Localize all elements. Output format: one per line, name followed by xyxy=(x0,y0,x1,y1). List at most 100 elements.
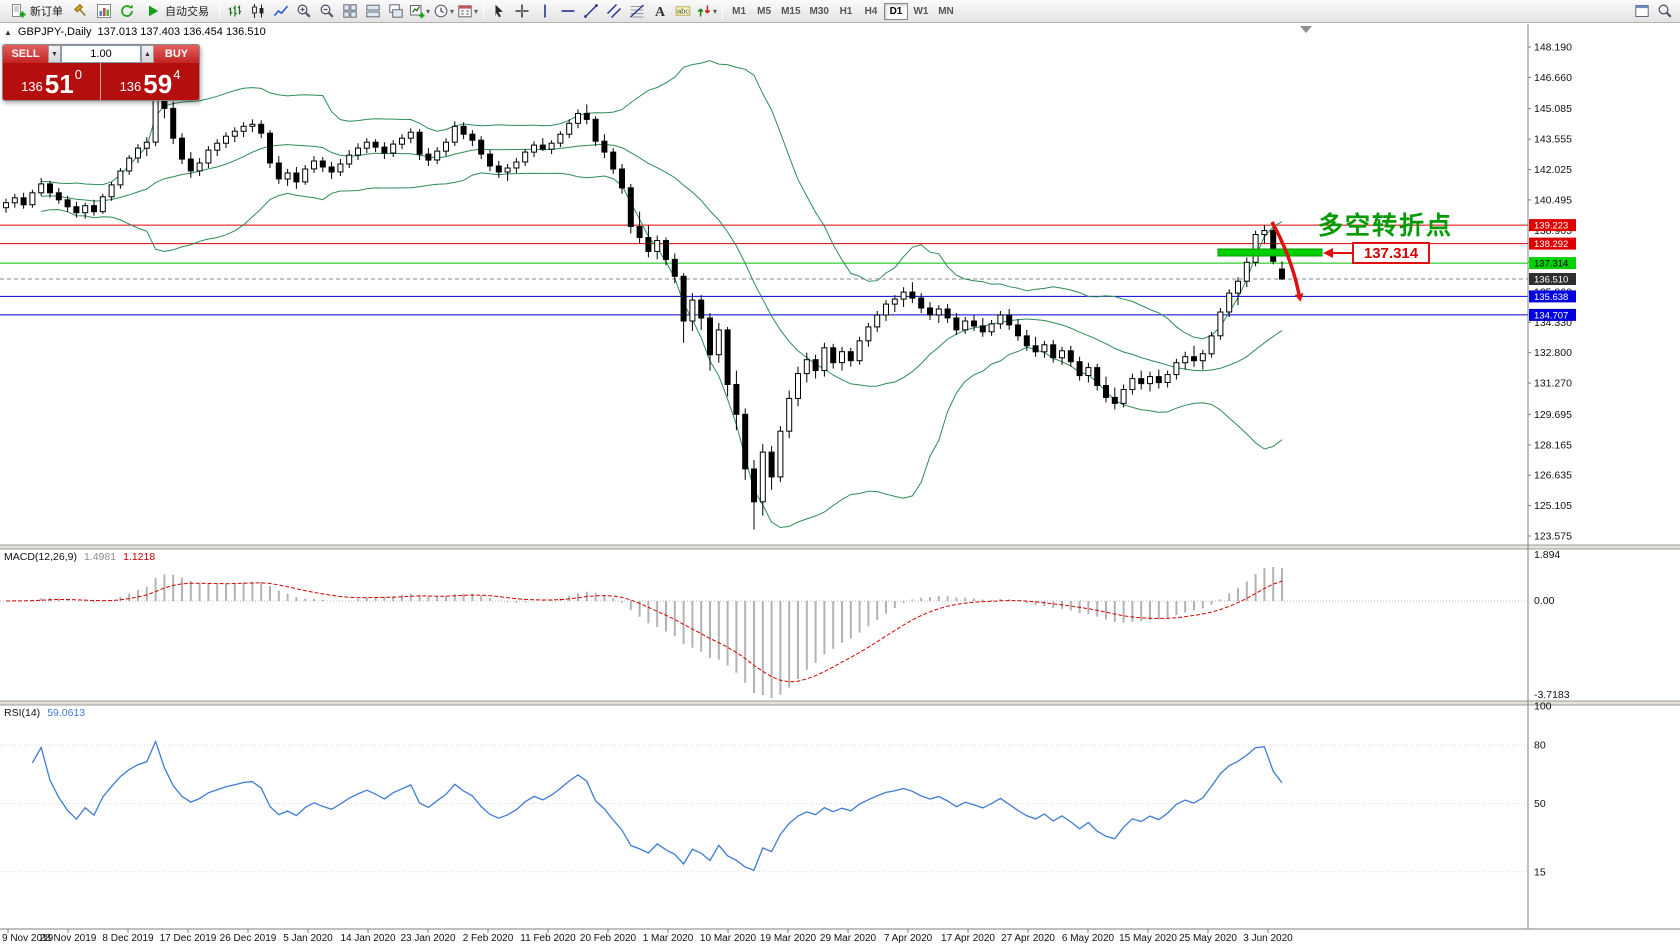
timeframe-m30-button[interactable]: M30 xyxy=(809,5,829,17)
zoom-out-icon xyxy=(320,4,334,18)
svg-text:126.635: 126.635 xyxy=(1534,470,1572,482)
chevron-down-icon: ▾ xyxy=(450,6,455,16)
chart-icon xyxy=(97,4,111,18)
cursor-button[interactable] xyxy=(488,2,510,21)
timeframe-d1-button[interactable]: D1 xyxy=(883,2,908,20)
cascade-windows-button[interactable] xyxy=(385,2,407,21)
ohlc-values: 137.013 137.403 136.454 136.510 xyxy=(97,26,266,38)
templates-button[interactable]: ▾ xyxy=(456,2,479,21)
buy-label[interactable]: BUY xyxy=(154,45,199,63)
tile-horizontal-button[interactable] xyxy=(362,2,384,21)
label-icon: abc xyxy=(675,6,691,16)
sell-label[interactable]: SELL xyxy=(3,45,48,63)
svg-text:148.190: 148.190 xyxy=(1534,42,1572,54)
sell-price-main: 51 xyxy=(44,69,74,99)
metaeditor-button[interactable] xyxy=(70,2,92,21)
chevron-down-icon: ▾ xyxy=(426,6,431,16)
svg-text:28 Nov 2019: 28 Nov 2019 xyxy=(40,933,97,944)
svg-text:80: 80 xyxy=(1534,740,1546,752)
vline-icon xyxy=(544,4,546,18)
equidistant-channel-button[interactable] xyxy=(603,2,625,21)
svg-text:17 Dec 2019: 17 Dec 2019 xyxy=(160,933,217,944)
toolbar-separator xyxy=(219,3,220,19)
one-click-toggle-icon[interactable]: ▲ xyxy=(4,27,12,37)
refresh-icon xyxy=(121,4,133,17)
fibonacci-button[interactable] xyxy=(626,2,648,21)
trendline-icon xyxy=(584,4,598,18)
line-chart-button[interactable] xyxy=(270,2,292,21)
svg-text:1.894: 1.894 xyxy=(1534,549,1560,561)
autotrading-button-label: 自动交易 xyxy=(165,6,209,18)
timeframe-m15-button[interactable]: M15 xyxy=(781,5,801,17)
timeframe-h4-button[interactable]: H4 xyxy=(864,5,878,17)
arrows-button[interactable]: ▾ xyxy=(695,2,718,21)
timeframe-h1-button[interactable]: H1 xyxy=(839,5,853,17)
new-order-button[interactable]: 新订单 xyxy=(4,2,69,21)
volume-increase-button[interactable]: ▲ xyxy=(141,45,154,63)
rsi-indicator-label: RSI(14) 59.0613 xyxy=(4,707,85,719)
svg-text:23 Jan 2020: 23 Jan 2020 xyxy=(400,933,455,944)
sell-button[interactable]: 136 51 0 xyxy=(3,63,101,100)
svg-text:138.292: 138.292 xyxy=(1534,239,1568,250)
svg-text:7 Apr 2020: 7 Apr 2020 xyxy=(884,933,933,944)
volume-input[interactable] xyxy=(61,45,141,63)
clock-icon xyxy=(434,4,448,18)
fibonacci-icon xyxy=(630,4,645,18)
linechart-icon xyxy=(273,5,289,17)
trade-controls-row: SELL ▼ ▲ BUY xyxy=(3,45,199,63)
vertical-line-button[interactable] xyxy=(534,2,556,21)
trendline-button[interactable] xyxy=(580,2,602,21)
toolbar-separator xyxy=(722,3,724,19)
hammer-icon xyxy=(74,3,86,17)
macd-main-value: 1.4981 xyxy=(83,551,117,563)
buy-price-prefix: 136 xyxy=(119,79,142,94)
svg-text:A: A xyxy=(655,5,666,19)
svg-text:131.270: 131.270 xyxy=(1534,378,1572,390)
cascade-icon xyxy=(389,4,403,18)
arrows-icon xyxy=(697,5,711,17)
market-watch-button[interactable] xyxy=(93,2,115,21)
svg-text:11 Feb 2020: 11 Feb 2020 xyxy=(520,933,576,944)
refresh-button[interactable] xyxy=(116,2,138,21)
zoom-in-icon xyxy=(297,4,311,18)
sell-price-pip: 0 xyxy=(74,67,82,82)
tile-windows-button[interactable] xyxy=(339,2,361,21)
profiles-button[interactable]: ▾ xyxy=(432,2,455,21)
svg-text:10 Mar 2020: 10 Mar 2020 xyxy=(700,933,757,944)
search-button[interactable] xyxy=(1654,2,1676,21)
macd-indicator-label: MACD(12,26,9) 1.4981 1.1218 xyxy=(4,551,155,563)
candlestick-chart-button[interactable] xyxy=(247,2,269,21)
svg-text:142.025: 142.025 xyxy=(1534,164,1572,176)
sell-price-prefix: 136 xyxy=(21,79,43,94)
new-chart-button[interactable]: ▾ xyxy=(408,2,431,21)
timeframe-mn-button[interactable]: MN xyxy=(938,5,954,17)
svg-text:20 Feb 2020: 20 Feb 2020 xyxy=(580,933,637,944)
buy-button[interactable]: 136 59 4 xyxy=(101,63,199,100)
open-data-window-button[interactable] xyxy=(1631,2,1653,21)
buy-price-main: 59 xyxy=(143,69,173,99)
bar-chart-button[interactable] xyxy=(224,2,246,21)
timeframe-m1-button[interactable]: M1 xyxy=(732,5,747,17)
zoom-in-button[interactable] xyxy=(293,2,315,21)
autotrading-button[interactable]: 自动交易 xyxy=(139,2,215,21)
svg-text:9 Nov 2019: 9 Nov 2019 xyxy=(2,933,54,944)
text-button[interactable]: A xyxy=(649,2,671,21)
horizontal-line-button[interactable] xyxy=(557,2,579,21)
svg-text:123.575: 123.575 xyxy=(1534,531,1572,543)
timeframe-w1-button[interactable]: W1 xyxy=(913,5,929,17)
timeframe-m5-button[interactable]: M5 xyxy=(757,5,772,17)
crosshair-button[interactable] xyxy=(511,2,533,21)
chart-title: ▲ GBPJPY-,Daily 137.013 137.403 136.454 … xyxy=(4,26,266,38)
calendar-icon xyxy=(458,5,472,18)
svg-text:140.495: 140.495 xyxy=(1534,194,1572,206)
zoom-out-button[interactable] xyxy=(316,2,338,21)
grid4-icon xyxy=(343,4,357,18)
svg-text:1 Mar 2020: 1 Mar 2020 xyxy=(643,933,694,944)
text-label-button[interactable]: abc xyxy=(672,2,694,21)
volume-decrease-button[interactable]: ▼ xyxy=(48,45,61,63)
svg-text:25 May 2020: 25 May 2020 xyxy=(1179,933,1237,944)
svg-text:137.314: 137.314 xyxy=(1534,259,1568,270)
svg-text:145.085: 145.085 xyxy=(1534,103,1572,115)
